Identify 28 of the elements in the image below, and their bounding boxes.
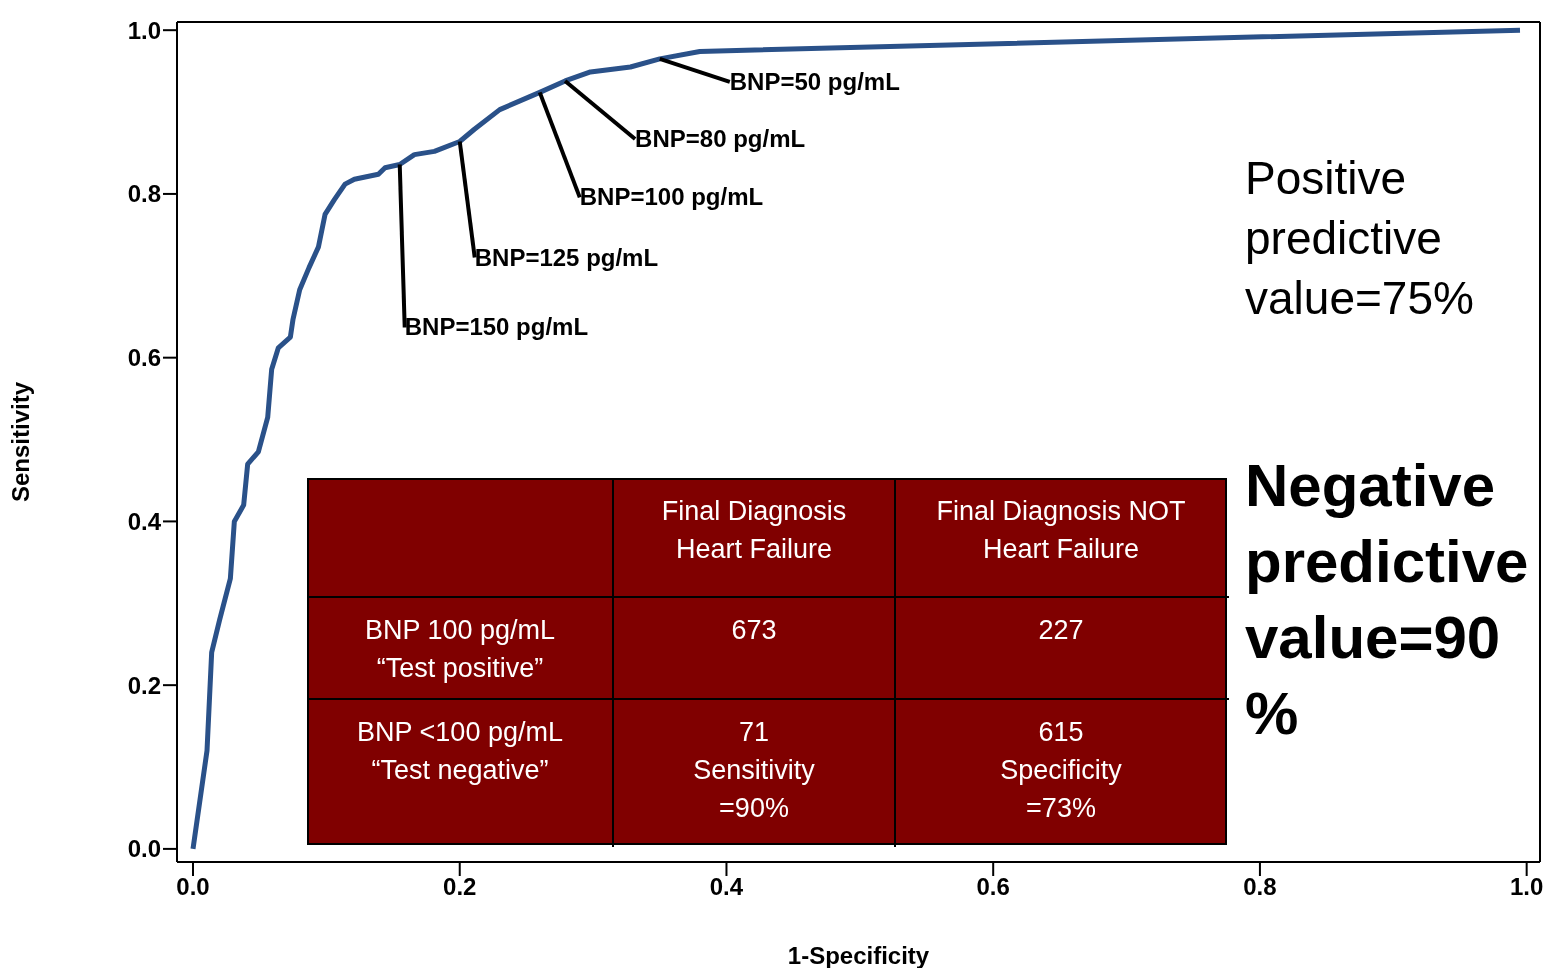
y-axis-title: Sensitivity [6,381,34,503]
annotation: Negative predictive value=90 % [1245,451,1530,749]
y-tick-label: 0.0 [127,835,161,863]
annotation: Positive predictive value=75% [1245,151,1475,326]
x-tick-label: 1.0 [1509,873,1544,901]
annotation: 71 Sensitivity =90% [692,716,816,825]
annotation: BNP=125 pg/mL [474,243,659,272]
annotation: BNP 100 pg/mL “Test positive” [363,614,557,685]
annotation: BNP=100 pg/mL [579,183,764,212]
y-tick-label: 1.0 [127,16,161,44]
y-tick-label: 0.6 [127,344,161,372]
annotation: Final Diagnosis NOT Heart Failure [935,495,1187,566]
y-tick-label: 0.2 [127,671,161,699]
x-tick-label: 0.8 [1243,873,1277,901]
annotation: BNP <100 pg/mL “Test negative” [356,716,564,787]
y-tick-label: 0.8 [127,180,161,208]
x-tick-label: 0.6 [976,873,1010,901]
annotation: BNP=50 pg/mL [729,67,900,96]
annotation: BNP=150 pg/mL [404,313,589,342]
annotation: Final Diagnosis Heart Failure [660,495,848,566]
annotation: 227 [1037,614,1085,647]
annotation: 673 [730,614,778,647]
annotation: BNP=80 pg/mL [635,124,806,153]
x-tick-label: 0.0 [176,873,210,901]
y-tick-label: 0.4 [127,507,162,535]
x-tick-label: 0.4 [709,873,744,901]
annotation: 615 Specificity =73% [999,716,1123,825]
x-tick-label: 0.2 [443,873,477,901]
